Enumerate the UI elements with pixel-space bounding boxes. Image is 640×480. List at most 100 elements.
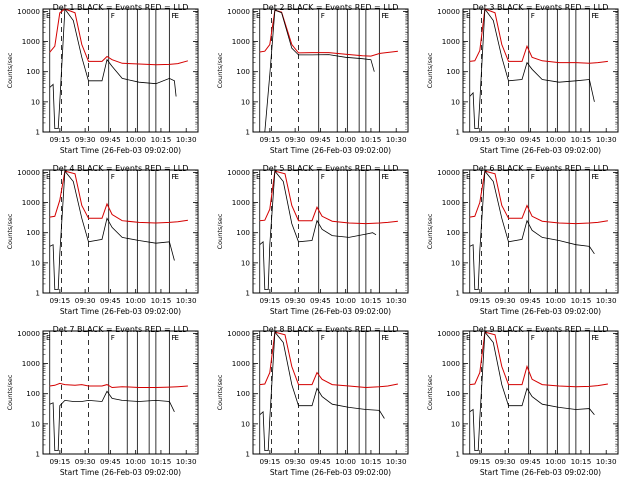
plot-frame bbox=[252, 8, 409, 133]
x-tick-label: 10:00 bbox=[335, 296, 356, 305]
interval-letter: F bbox=[111, 172, 115, 181]
panel-title: Det 4 BLACK = Events RED = LLD bbox=[53, 164, 189, 173]
y-tick-label: 1 bbox=[455, 128, 460, 137]
x-tick-label: 10:00 bbox=[545, 135, 566, 144]
x-axis-label: Start Time (26-Feb-03 09:02:00) bbox=[270, 468, 391, 477]
x-tick-label: 10:30 bbox=[176, 296, 197, 305]
y-tick-label: 1 bbox=[35, 289, 40, 298]
x-tick-label: 09:30 bbox=[285, 296, 306, 305]
x-tick-label: 09:15 bbox=[469, 457, 490, 466]
y-tick-label: 1 bbox=[245, 289, 250, 298]
y-tick-label: 1000 bbox=[22, 359, 41, 368]
events-series-line bbox=[259, 9, 375, 133]
y-tick-label: 100 bbox=[26, 389, 40, 398]
y-tick-label: 10 bbox=[31, 258, 41, 267]
x-tick-label: 10:00 bbox=[125, 296, 146, 305]
x-tick-label: 09:30 bbox=[75, 457, 96, 466]
y-tick-label: 100 bbox=[236, 228, 250, 237]
y-axis-label: Counts/sec bbox=[6, 374, 14, 410]
interval-letter: F bbox=[531, 11, 535, 20]
lld-series-line bbox=[259, 170, 398, 225]
y-tick-label: 1000 bbox=[442, 359, 461, 368]
y-tick-label: 1000 bbox=[232, 359, 251, 368]
x-tick-label: 10:00 bbox=[125, 457, 146, 466]
interval-letter: F bbox=[111, 333, 115, 342]
x-tick-label: 09:45 bbox=[520, 135, 541, 144]
y-tick-label: 1000 bbox=[232, 198, 251, 207]
x-tick-label: 09:15 bbox=[259, 457, 280, 466]
y-tick-label: 100 bbox=[26, 228, 40, 237]
x-axis-label: Start Time (26-Feb-03 09:02:00) bbox=[480, 146, 601, 155]
interval-letter: E bbox=[174, 11, 179, 20]
x-tick-label: 10:15 bbox=[151, 457, 172, 466]
y-tick-label: 1000 bbox=[232, 37, 251, 46]
x-tick-label: 09:45 bbox=[520, 296, 541, 305]
panel-title: Det 6 BLACK = Events RED = LLD bbox=[473, 164, 609, 173]
y-tick-label: 10 bbox=[451, 419, 461, 428]
x-tick-label: 09:15 bbox=[49, 457, 70, 466]
x-axis-label: Start Time (26-Feb-03 09:02:00) bbox=[480, 468, 601, 477]
x-tick-label: 10:15 bbox=[151, 135, 172, 144]
interval-letter: E bbox=[466, 172, 471, 181]
x-tick-label: 09:15 bbox=[49, 135, 70, 144]
x-axis-label: Start Time (26-Feb-03 09:02:00) bbox=[270, 307, 391, 316]
interval-letter: E bbox=[256, 11, 261, 20]
panel-title: Det 8 BLACK = Events RED = LLD bbox=[263, 325, 399, 334]
lld-series-line bbox=[469, 331, 608, 388]
interval-letter: F bbox=[171, 172, 175, 181]
x-tick-label: 09:30 bbox=[495, 296, 516, 305]
events-series-line bbox=[49, 7, 177, 129]
interval-letter: E bbox=[594, 172, 599, 181]
x-tick-label: 09:15 bbox=[469, 135, 490, 144]
x-tick-label: 09:15 bbox=[49, 296, 70, 305]
x-tick-label: 09:30 bbox=[285, 457, 306, 466]
y-tick-label: 1000 bbox=[22, 198, 41, 207]
interval-letter: E bbox=[256, 172, 261, 181]
interval-letter: F bbox=[531, 172, 535, 181]
interval-letter: F bbox=[111, 11, 115, 20]
y-tick-label: 10000 bbox=[17, 329, 40, 338]
interval-letter: F bbox=[531, 333, 535, 342]
plot-frame bbox=[252, 330, 409, 455]
interval-letter: E bbox=[594, 333, 599, 342]
y-axis-label: Counts/sec bbox=[426, 213, 434, 249]
interval-letter: F bbox=[591, 11, 595, 20]
x-tick-label: 09:45 bbox=[100, 457, 121, 466]
x-tick-label: 09:15 bbox=[469, 296, 490, 305]
plot-frame bbox=[42, 330, 199, 455]
x-tick-label: 09:45 bbox=[310, 296, 331, 305]
panel-title: Det 2 BLACK = Events RED = LLD bbox=[263, 3, 399, 12]
y-tick-label: 10000 bbox=[17, 168, 40, 177]
y-tick-label: 10000 bbox=[437, 329, 460, 338]
y-tick-label: 1 bbox=[35, 128, 40, 137]
plot-frame bbox=[462, 169, 619, 294]
plot-frame bbox=[462, 8, 619, 133]
y-tick-label: 1 bbox=[455, 450, 460, 459]
plot-frame bbox=[252, 169, 409, 294]
y-axis-label: Counts/sec bbox=[6, 213, 14, 249]
y-tick-label: 100 bbox=[26, 67, 40, 76]
y-axis-label: Counts/sec bbox=[6, 52, 14, 88]
interval-letter: F bbox=[381, 172, 385, 181]
interval-letter: E bbox=[256, 333, 261, 342]
lld-series-line bbox=[49, 382, 188, 389]
interval-letter: F bbox=[321, 333, 325, 342]
interval-letter: E bbox=[46, 333, 51, 342]
plot-frame bbox=[42, 8, 199, 133]
y-tick-label: 1 bbox=[35, 450, 40, 459]
x-tick-label: 09:30 bbox=[495, 135, 516, 144]
y-axis-label: Counts/sec bbox=[426, 374, 434, 410]
x-tick-label: 10:00 bbox=[335, 135, 356, 144]
y-tick-label: 1000 bbox=[22, 37, 41, 46]
interval-letter: F bbox=[171, 11, 175, 20]
panel-title: Det 9 BLACK = Events RED = LLD bbox=[473, 325, 609, 334]
y-tick-label: 1000 bbox=[442, 198, 461, 207]
y-axis-label: Counts/sec bbox=[216, 374, 224, 410]
interval-letter: F bbox=[321, 11, 325, 20]
